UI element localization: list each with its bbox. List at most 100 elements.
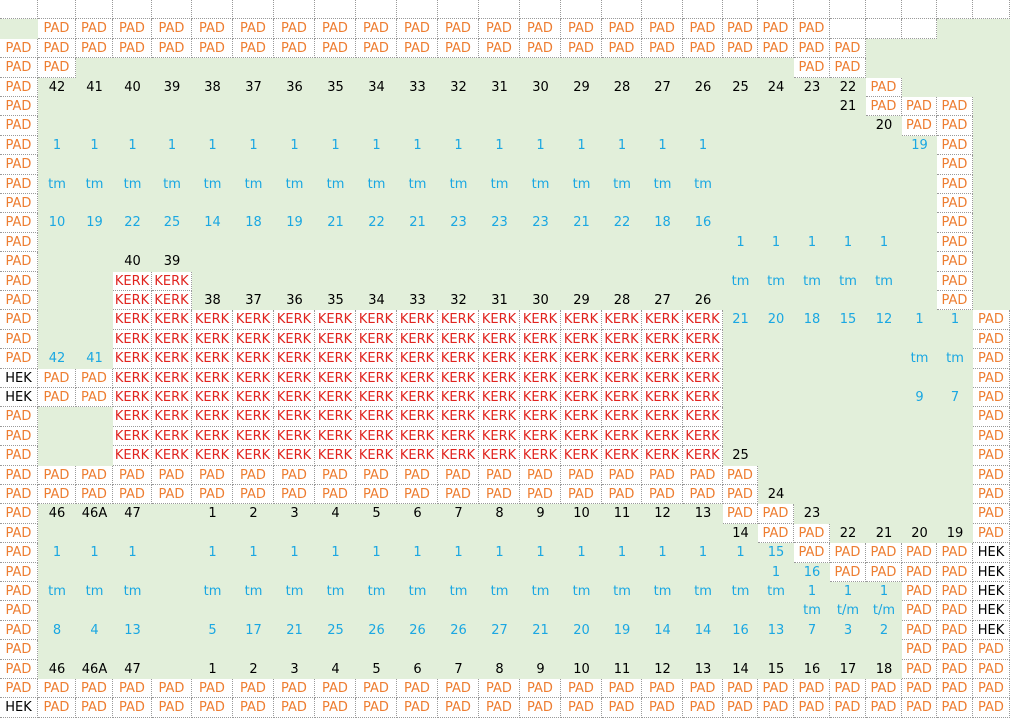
grid-cell: HEK xyxy=(973,601,1010,621)
grid-cell xyxy=(397,58,438,78)
grid-cell xyxy=(192,116,233,136)
grid-cell xyxy=(561,232,602,253)
grid-cell: PAD xyxy=(937,601,973,621)
grid-cell: 1 xyxy=(758,562,794,582)
grid-cell xyxy=(113,97,152,117)
grid-cell xyxy=(937,504,973,524)
grid-cell xyxy=(937,329,973,350)
grid-cell xyxy=(642,116,683,136)
grid-cell xyxy=(113,232,152,253)
grid-cell: PAD xyxy=(561,19,602,39)
grid-cell xyxy=(38,0,76,20)
grid-cell xyxy=(866,465,902,485)
grid-cell xyxy=(902,291,937,311)
grid-cell xyxy=(315,523,356,544)
grid-cell xyxy=(38,252,76,272)
grid-cell: 32 xyxy=(438,291,479,311)
grid-cell xyxy=(794,0,830,20)
grid-cell xyxy=(152,155,192,175)
grid-cell: 36 xyxy=(274,77,315,97)
grid-cell: PAD xyxy=(602,38,642,59)
grid-cell: PAD xyxy=(0,291,38,311)
grid-cell: PAD xyxy=(76,698,113,718)
grid-cell xyxy=(866,485,902,505)
grid-cell: PAD xyxy=(274,19,315,39)
grid-row: PAD KERK KERK KERK KERK KERK KERK KERK KERK KERK K… xyxy=(0,426,1010,447)
grid-cell: KERK xyxy=(520,446,561,466)
grid-cell xyxy=(113,601,152,621)
grid-cell: PAD xyxy=(683,38,723,59)
grid-cell: PAD xyxy=(902,659,937,679)
grid-cell xyxy=(602,271,642,291)
grid-cell xyxy=(274,116,315,136)
grid-cell xyxy=(602,97,642,117)
grid-cell xyxy=(479,640,520,660)
grid-cell: PAD xyxy=(479,465,520,485)
grid-cell xyxy=(723,426,758,447)
grid-cell: 26 xyxy=(356,620,397,641)
grid-cell: 1 xyxy=(274,543,315,563)
grid-cell xyxy=(866,640,902,660)
grid-cell: PAD xyxy=(602,465,642,485)
grid-cell: PAD xyxy=(0,58,38,78)
grid-cell: 15 xyxy=(758,543,794,563)
grid-cell xyxy=(152,640,192,660)
grid-cell: 9 xyxy=(520,659,561,679)
grid-cell: PAD xyxy=(723,19,758,39)
grid-cell: KERK xyxy=(683,329,723,350)
grid-cell: PAD xyxy=(561,38,602,59)
grid-cell xyxy=(642,97,683,117)
grid-row: PAD tm tm tm tm tm tm tm tm tm tm tm tm tm tm tm tm tm tm 1… xyxy=(0,582,1010,602)
grid-cell: tm xyxy=(356,174,397,194)
grid-cell: HEK xyxy=(0,698,38,718)
grid-cell xyxy=(794,213,830,233)
grid-cell: PAD xyxy=(0,77,38,97)
grid-cell: PAD xyxy=(397,19,438,39)
grid-cell xyxy=(973,232,1010,253)
grid-cell: PAD xyxy=(973,349,1010,369)
grid-cell xyxy=(794,446,830,466)
grid-row: PAD 1 1 1 1 1 PAD xyxy=(0,232,1010,253)
grid-cell: PAD xyxy=(38,698,76,718)
grid-cell xyxy=(152,562,192,582)
grid-cell xyxy=(794,426,830,447)
grid-cell: KERK xyxy=(113,310,152,330)
grid-cell: PAD xyxy=(192,698,233,718)
grid-cell: tm xyxy=(520,582,561,602)
grid-cell: tm xyxy=(794,601,830,621)
grid-cell: 6 xyxy=(397,659,438,679)
grid-cell: HEK xyxy=(973,582,1010,602)
grid-cell xyxy=(902,58,937,78)
grid-cell: KERK xyxy=(356,426,397,447)
grid-cell: KERK xyxy=(642,426,683,447)
grid-cell: 13 xyxy=(758,620,794,641)
grid-cell: PAD xyxy=(233,485,274,505)
grid-cell: 29 xyxy=(561,77,602,97)
grid-cell: 1 xyxy=(830,232,866,253)
grid-cell: KERK xyxy=(642,329,683,350)
grid-cell: tm xyxy=(113,582,152,602)
grid-cell: KERK xyxy=(192,407,233,427)
grid-cell xyxy=(438,252,479,272)
grid-cell: PAD xyxy=(356,698,397,718)
grid-cell: KERK xyxy=(233,388,274,408)
grid-cell xyxy=(192,640,233,660)
grid-cell: PAD xyxy=(0,271,38,291)
grid-cell xyxy=(315,194,356,214)
grid-cell xyxy=(76,562,113,582)
grid-cell: KERK xyxy=(152,426,192,447)
grid-cell xyxy=(76,194,113,214)
grid-cell xyxy=(274,0,315,20)
grid-cell xyxy=(866,58,902,78)
grid-cell: PAD xyxy=(438,679,479,699)
grid-cell: tm xyxy=(479,174,520,194)
grid-cell: KERK xyxy=(683,426,723,447)
grid-cell: PAD xyxy=(356,485,397,505)
grid-cell xyxy=(520,116,561,136)
grid-cell: 1 xyxy=(561,135,602,156)
grid-cell: 1 xyxy=(723,232,758,253)
grid-cell: KERK xyxy=(315,426,356,447)
grid-cell xyxy=(520,271,561,291)
grid-cell: PAD xyxy=(683,485,723,505)
grid-cell: 1 xyxy=(561,543,602,563)
